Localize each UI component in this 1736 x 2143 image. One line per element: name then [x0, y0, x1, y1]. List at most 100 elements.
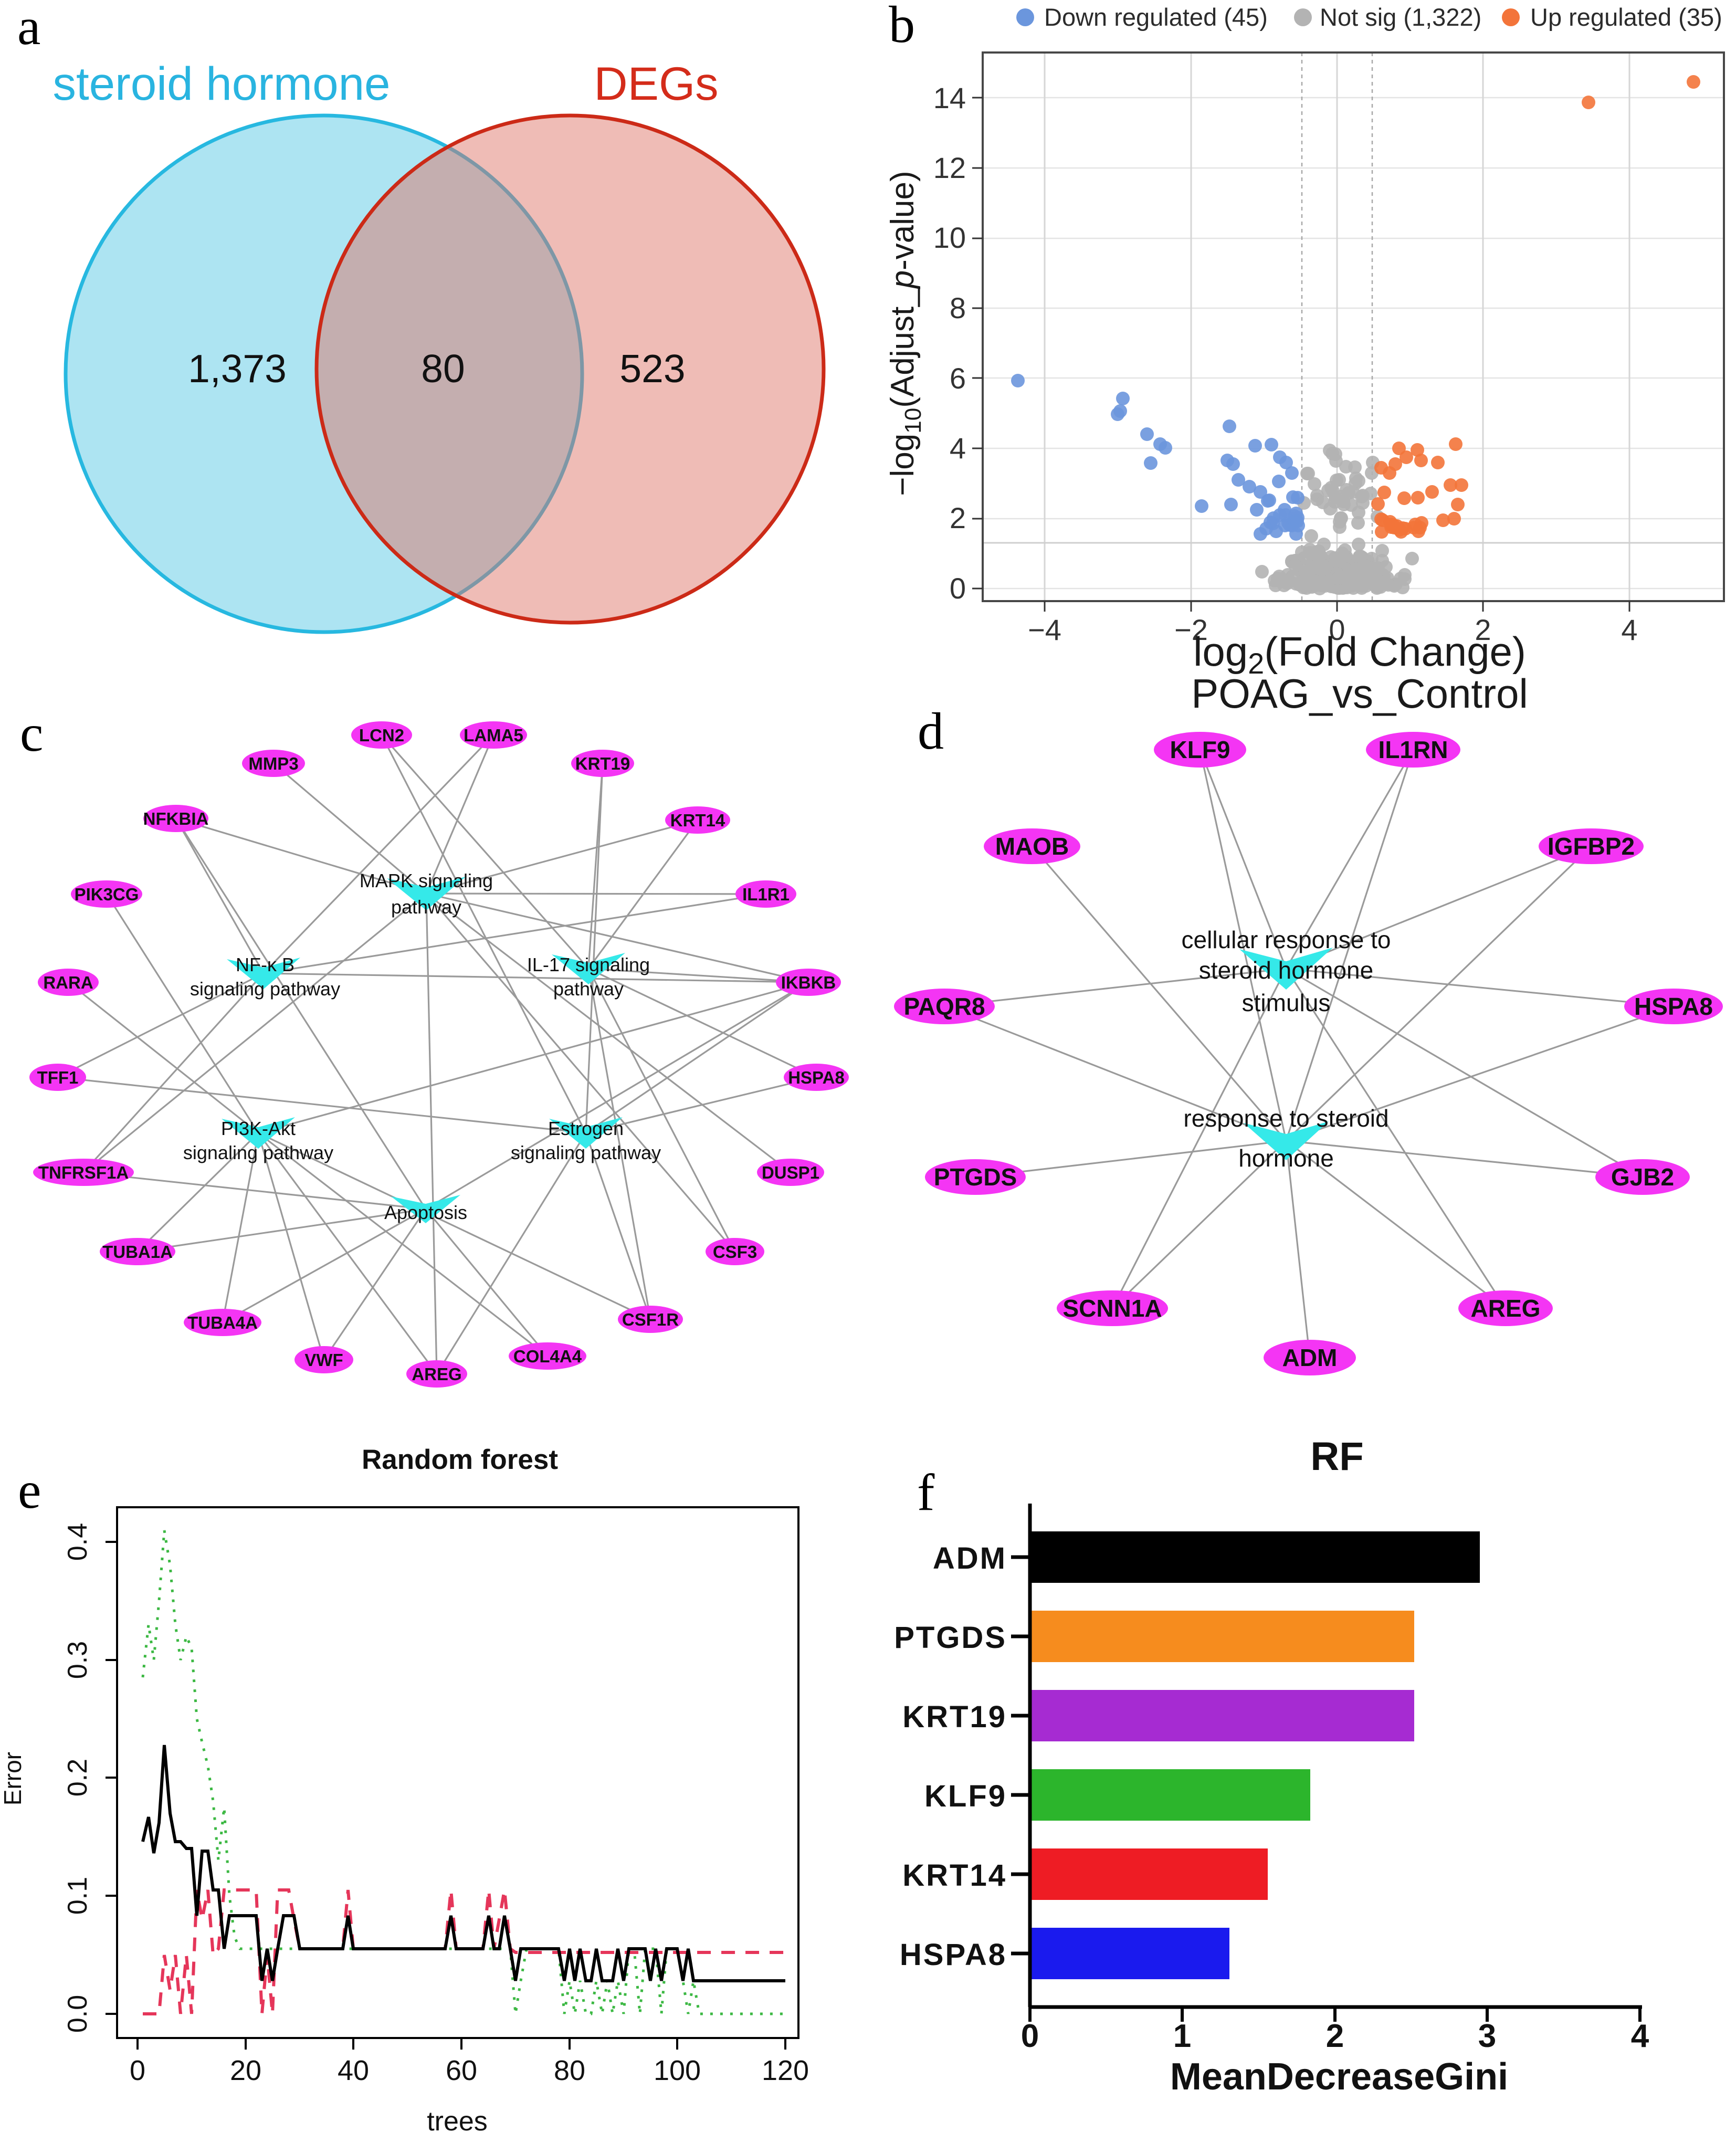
svg-text:f: f	[917, 1463, 935, 1521]
svg-text:6: 6	[950, 362, 966, 395]
svg-text:CSF3: CSF3	[713, 1242, 757, 1262]
svg-text:1,373: 1,373	[188, 346, 287, 391]
svg-text:c: c	[20, 704, 43, 762]
svg-text:80: 80	[421, 346, 465, 391]
svg-text:PTGDS: PTGDS	[894, 1621, 1007, 1655]
svg-text:IL1RN: IL1RN	[1379, 736, 1448, 763]
svg-text:TFF1: TFF1	[37, 1068, 79, 1087]
svg-text:0.4: 0.4	[62, 1523, 93, 1561]
svg-text:HSPA8: HSPA8	[1634, 993, 1713, 1020]
svg-text:KLF9: KLF9	[1170, 736, 1230, 763]
svg-text:IL-17 signaling: IL-17 signaling	[527, 954, 650, 975]
svg-text:SCNN1A: SCNN1A	[1062, 1295, 1162, 1322]
svg-text:NF-κ B: NF-κ B	[236, 954, 294, 975]
svg-text:NFKBIA: NFKBIA	[143, 809, 209, 828]
svg-text:KRT19: KRT19	[575, 754, 630, 773]
svg-text:3: 3	[1478, 2018, 1496, 2054]
svg-text:0.2: 0.2	[62, 1759, 93, 1797]
svg-text:Down regulated (45): Down regulated (45)	[1044, 3, 1268, 31]
svg-text:ADM: ADM	[933, 1541, 1007, 1575]
svg-text:TUBA4A: TUBA4A	[187, 1313, 258, 1332]
svg-text:−log10(Adjust_p-value): −log10(Adjust_p-value)	[885, 171, 926, 496]
svg-text:2: 2	[950, 501, 966, 534]
svg-text:IGFBP2: IGFBP2	[1548, 833, 1635, 860]
svg-text:2: 2	[1326, 2018, 1344, 2054]
svg-text:Up regulated (35): Up regulated (35)	[1530, 3, 1722, 31]
svg-text:PI3K-Akt: PI3K-Akt	[221, 1118, 296, 1139]
svg-text:IKBKB: IKBKB	[781, 973, 836, 992]
svg-text:signaling pathway: signaling pathway	[190, 978, 340, 1000]
svg-text:signaling pathway: signaling pathway	[183, 1142, 333, 1163]
svg-text:PAQR8: PAQR8	[903, 993, 985, 1020]
svg-text:COL4A4: COL4A4	[513, 1347, 582, 1366]
svg-text:60: 60	[446, 2055, 477, 2086]
svg-text:40: 40	[338, 2055, 369, 2086]
svg-text:Estrogen: Estrogen	[548, 1118, 624, 1139]
svg-text:HSPA8: HSPA8	[788, 1068, 845, 1087]
svg-text:−4: −4	[1028, 613, 1061, 646]
svg-text:DUSP1: DUSP1	[762, 1163, 819, 1182]
svg-text:Apoptosis: Apoptosis	[384, 1202, 467, 1223]
svg-text:response to steroid: response to steroid	[1183, 1105, 1388, 1132]
svg-text:VWF: VWF	[304, 1350, 343, 1370]
svg-text:POAG_vs_Control: POAG_vs_Control	[1191, 670, 1528, 717]
svg-text:Random forest: Random forest	[362, 1444, 558, 1475]
svg-text:120: 120	[762, 2055, 809, 2086]
svg-text:MAPK signaling: MAPK signaling	[360, 870, 493, 891]
svg-text:TUBA1A: TUBA1A	[102, 1242, 173, 1262]
svg-text:2: 2	[1475, 613, 1491, 646]
svg-text:PTGDS: PTGDS	[934, 1163, 1017, 1191]
svg-text:CSF1R: CSF1R	[622, 1310, 679, 1329]
svg-text:AREG: AREG	[1471, 1295, 1541, 1322]
svg-text:IL1R1: IL1R1	[742, 885, 790, 904]
svg-text:4: 4	[1621, 613, 1637, 646]
svg-text:KRT14: KRT14	[902, 1858, 1007, 1893]
svg-text:4: 4	[950, 432, 966, 465]
svg-text:8: 8	[950, 291, 966, 324]
svg-text:GJB2: GJB2	[1611, 1163, 1674, 1191]
svg-text:MeanDecreaseGini: MeanDecreaseGini	[1170, 2056, 1508, 2098]
svg-text:10: 10	[933, 221, 966, 254]
svg-text:80: 80	[554, 2055, 585, 2086]
svg-text:d: d	[918, 702, 944, 760]
svg-text:MMP3: MMP3	[248, 754, 298, 773]
svg-text:Error: Error	[0, 1752, 26, 1805]
svg-text:trees: trees	[427, 2106, 488, 2137]
svg-text:a: a	[17, 0, 40, 56]
svg-text:LAMA5: LAMA5	[464, 726, 523, 745]
svg-text:0: 0	[1329, 613, 1345, 646]
svg-text:RF: RF	[1310, 1434, 1363, 1479]
svg-text:4: 4	[1631, 2018, 1649, 2054]
svg-text:b: b	[889, 0, 915, 54]
svg-text:0: 0	[950, 572, 966, 605]
svg-text:ADM: ADM	[1282, 1344, 1338, 1371]
svg-text:hormone: hormone	[1238, 1144, 1334, 1172]
svg-text:cellular response to: cellular response to	[1182, 926, 1391, 953]
svg-text:0.0: 0.0	[62, 1995, 93, 2033]
svg-text:100: 100	[654, 2055, 701, 2086]
svg-text:steroid hormone: steroid hormone	[1199, 957, 1373, 984]
svg-text:0: 0	[1021, 2018, 1039, 2054]
svg-text:e: e	[18, 1461, 41, 1519]
svg-text:0.3: 0.3	[62, 1641, 93, 1679]
svg-text:signaling pathway: signaling pathway	[511, 1142, 661, 1163]
svg-text:steroid hormone: steroid hormone	[52, 57, 390, 110]
svg-text:KLF9: KLF9	[924, 1779, 1007, 1813]
svg-text:stimulus: stimulus	[1242, 989, 1331, 1016]
svg-text:0: 0	[130, 2055, 145, 2086]
svg-text:KRT19: KRT19	[902, 1700, 1007, 1734]
svg-text:log2(Fold Change): log2(Fold Change)	[1193, 628, 1526, 680]
svg-text:RARA: RARA	[43, 973, 93, 992]
svg-text:KRT14: KRT14	[670, 811, 725, 830]
svg-text:0.1: 0.1	[62, 1877, 93, 1915]
svg-text:−2: −2	[1174, 613, 1208, 646]
svg-text:Not sig (1,322): Not sig (1,322)	[1320, 3, 1481, 31]
svg-text:MAOB: MAOB	[995, 833, 1069, 860]
svg-text:523: 523	[619, 346, 685, 391]
svg-text:HSPA8: HSPA8	[900, 1938, 1007, 1972]
svg-text:pathway: pathway	[391, 896, 461, 918]
svg-text:pathway: pathway	[553, 978, 624, 1000]
svg-text:1: 1	[1173, 2018, 1191, 2054]
svg-text:20: 20	[230, 2055, 261, 2086]
svg-text:AREG: AREG	[412, 1364, 461, 1384]
